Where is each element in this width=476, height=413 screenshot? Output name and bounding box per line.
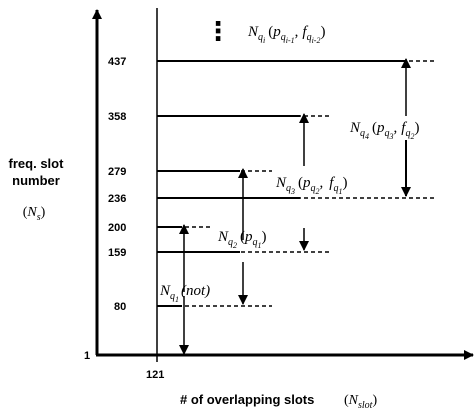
level-solid-starts — [157, 60, 405, 307]
formula-nq1: Nq1(not) — [159, 283, 210, 304]
ellipsis-icon: ⋮ — [205, 17, 231, 47]
y-tick-437: 437 — [108, 56, 126, 68]
formula-nq3: Nq3(pq2, fq1) — [275, 175, 347, 196]
x-tick-121: 121 — [146, 369, 164, 381]
x-axis-label: # of overlapping slots — [180, 392, 314, 407]
level-lines — [157, 60, 434, 307]
y-tick-80: 80 — [114, 301, 126, 313]
y-tick-236: 236 — [108, 193, 126, 205]
y-tick-358: 358 — [108, 111, 126, 123]
range-arrows — [179, 58, 411, 355]
y-axis-symbol: (Ns) — [23, 205, 46, 223]
y-axis-label-line2: number — [12, 173, 60, 188]
y-axis-label-line1: freq. slot — [9, 156, 65, 171]
formula-nqi: Nqi(pqi-1, fqi-2) — [247, 24, 325, 45]
y-tick-279: 279 — [108, 166, 126, 178]
y-tick-200: 200 — [108, 222, 126, 234]
y-origin-label: 1 — [84, 350, 90, 362]
y-tick-159: 159 — [108, 247, 126, 259]
formula-nq2: Nq2(pq1) — [217, 229, 267, 250]
x-axis-symbol: (Nslot) — [344, 393, 377, 411]
formula-nq4: Nq4(pq3, fq2) — [349, 120, 419, 141]
